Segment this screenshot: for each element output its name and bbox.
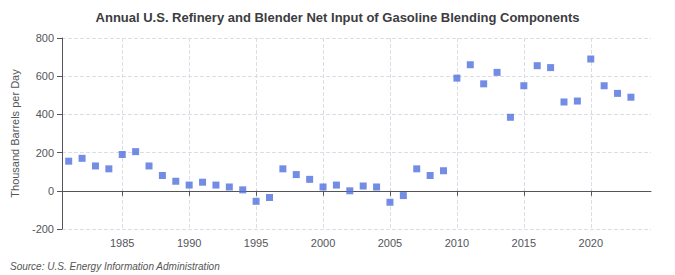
svg-text:2020: 2020: [579, 237, 603, 249]
svg-text:1995: 1995: [244, 237, 268, 249]
svg-text:2005: 2005: [378, 237, 402, 249]
svg-text:Source: U.S. Energy Informatio: Source: U.S. Energy Information Administ…: [10, 261, 220, 272]
svg-text:200: 200: [36, 147, 54, 159]
svg-text:2015: 2015: [512, 237, 536, 249]
svg-text:400: 400: [36, 108, 54, 120]
svg-text:Annual U.S. Refinery and Blend: Annual U.S. Refinery and Blender Net Inp…: [96, 10, 580, 25]
svg-text:2000: 2000: [311, 237, 335, 249]
svg-text:1985: 1985: [110, 237, 134, 249]
svg-text:-200: -200: [32, 223, 54, 235]
svg-text:Thousand Barrels per Day: Thousand Barrels per Day: [9, 69, 21, 198]
svg-text:800: 800: [36, 32, 54, 44]
svg-text:0: 0: [48, 185, 54, 197]
svg-text:1990: 1990: [177, 237, 201, 249]
svg-text:600: 600: [36, 70, 54, 82]
svg-text:2010: 2010: [445, 237, 469, 249]
